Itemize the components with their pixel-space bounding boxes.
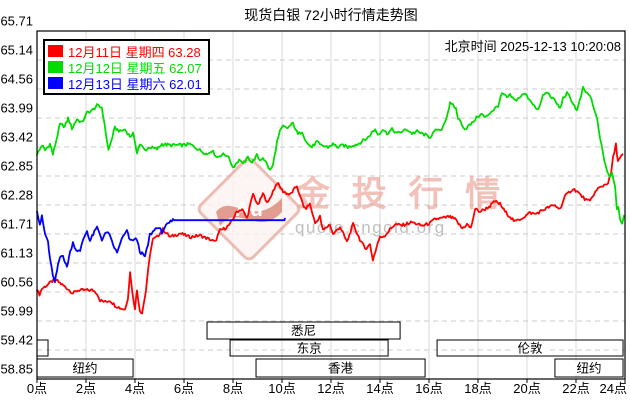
legend-item-1: 12月11日 星期四 63.28 [48, 43, 202, 60]
beijing-time-label: 北京时间 [444, 39, 497, 54]
session-label: 香港 [328, 362, 354, 376]
y-axis-label: 63.42 [0, 130, 33, 145]
legend-color-swatch [48, 45, 63, 57]
x-axis-label: 16点 [415, 381, 442, 396]
page-title: 现货白银 72小时行情走势图 [244, 7, 418, 23]
legend-color-swatch [48, 77, 63, 89]
x-axis-label: 10点 [268, 381, 295, 396]
session-label: 伦敦 [518, 341, 544, 356]
legend-label: 12月11日 星期四 63.28 [68, 44, 201, 60]
y-axis-label: 61.13 [0, 246, 33, 261]
session-label-bg [511, 341, 550, 355]
legend-item-2: 12月12日 星期五 62.07 [48, 59, 202, 76]
x-axis-label: 8点 [223, 381, 243, 396]
y-axis-label: 58.85 [0, 362, 33, 377]
y-axis-label: 61.71 [0, 217, 33, 232]
y-axis-label: 59.42 [0, 333, 33, 348]
session-label: 纽约 [73, 361, 98, 376]
legend-label: 12月12日 星期五 62.07 [68, 60, 202, 76]
session-box [255, 358, 426, 378]
y-axis-label: 60.56 [0, 275, 33, 290]
x-axis-label: 4点 [125, 381, 145, 396]
y-axis-label: 64.56 [0, 72, 33, 87]
y-axis-label: 62.85 [0, 159, 33, 174]
session-box [206, 321, 401, 340]
session-label-bg [66, 361, 105, 375]
session-label-bg [569, 361, 608, 375]
x-axis-label: 22点 [562, 381, 589, 396]
session-box [436, 339, 624, 357]
x-axis-label: 6点 [174, 381, 194, 396]
x-axis-label: 2点 [76, 381, 96, 396]
legend-item-3: 12月13日 星期六 62.01 [48, 75, 202, 92]
session-label-bg [321, 361, 360, 375]
x-axis-label: 12点 [317, 381, 344, 396]
plot-border [36, 30, 626, 380]
y-axis-label: 65.14 [0, 43, 33, 58]
price-line-2 [36, 86, 625, 225]
session-label-bg [284, 323, 323, 338]
beijing-time-value: 2025-12-13 10:20:08 [500, 39, 621, 54]
x-axis-label: 0点 [27, 381, 47, 396]
y-axis-label: 63.99 [0, 101, 33, 116]
legend-label: 12月13日 星期六 62.01 [68, 76, 202, 92]
legend-color-swatch [48, 61, 63, 73]
x-axis-label: 24点 [600, 381, 627, 396]
session-label: 悉尼 [291, 324, 316, 338]
y-axis-label: 59.99 [0, 304, 33, 319]
session-label: 纽约 [576, 361, 601, 376]
session-label-bg [290, 341, 329, 355]
legend-box: 12月11日 星期四 63.28 12月12日 星期五 62.07 12月13日 星… [43, 39, 210, 95]
y-axis-label: 62.28 [0, 188, 33, 203]
session-box [554, 358, 624, 378]
x-axis-label: 20点 [513, 381, 540, 396]
session-box [36, 339, 49, 357]
price-line-1 [36, 142, 624, 315]
y-axis-label: 65.71 [0, 14, 33, 29]
session-box [229, 339, 389, 357]
session-label: 东京 [297, 342, 322, 356]
beijing-timestamp: 北京时间 2025-12-13 10:20:08 [37, 36, 621, 55]
price-line-3 [36, 210, 286, 284]
x-axis-label: 18点 [464, 381, 491, 396]
x-axis-label: 14点 [366, 381, 393, 396]
watermark-brand: 金 投 行 情 [294, 174, 506, 214]
